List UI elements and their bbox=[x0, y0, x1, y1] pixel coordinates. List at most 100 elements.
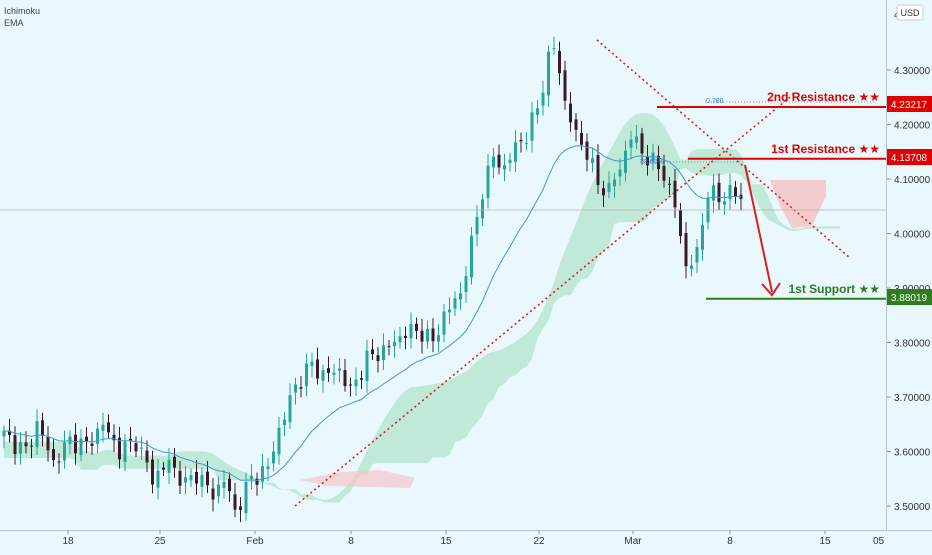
candle bbox=[607, 171, 611, 199]
candle bbox=[420, 318, 424, 354]
candle bbox=[151, 450, 154, 494]
candle bbox=[19, 432, 22, 465]
price-tick-label: 4.00000 bbox=[894, 230, 931, 241]
candle bbox=[222, 470, 226, 499]
candle bbox=[635, 124, 638, 150]
candle bbox=[354, 367, 358, 396]
candle bbox=[701, 213, 704, 261]
candle bbox=[321, 364, 325, 393]
candle bbox=[13, 426, 17, 465]
cloud-red-segment bbox=[770, 180, 826, 228]
resistance2-price-tag: 4.23217 bbox=[887, 96, 932, 112]
candle bbox=[46, 426, 50, 462]
candle bbox=[85, 427, 88, 454]
candle bbox=[442, 303, 446, 343]
candle bbox=[426, 320, 429, 349]
candle bbox=[497, 144, 501, 175]
currency-button[interactable]: USD bbox=[896, 4, 924, 21]
candle bbox=[8, 418, 11, 443]
candle bbox=[514, 130, 517, 172]
resistance1-price: 4.13708 bbox=[891, 153, 928, 164]
time-tick-label: 25 bbox=[154, 536, 166, 547]
candle bbox=[371, 339, 374, 361]
time-tick-label: 15 bbox=[440, 536, 452, 547]
resistance1-price-tag: 4.13708 bbox=[887, 149, 932, 165]
candle bbox=[712, 173, 715, 213]
candle bbox=[343, 358, 347, 392]
candle bbox=[651, 143, 655, 171]
candle bbox=[140, 436, 143, 461]
candle bbox=[195, 459, 198, 495]
candle bbox=[536, 100, 539, 124]
candle bbox=[217, 476, 220, 504]
candle bbox=[112, 424, 116, 452]
candles bbox=[2, 36, 743, 522]
candle bbox=[74, 423, 77, 465]
candle bbox=[415, 317, 418, 340]
candle bbox=[90, 432, 94, 455]
candle bbox=[657, 145, 660, 182]
support1-price: 3.88019 bbox=[891, 293, 928, 304]
candle bbox=[200, 467, 204, 498]
indicator-label-ichimoku[interactable]: Ichimoku bbox=[4, 6, 40, 16]
candle bbox=[646, 144, 649, 176]
candle bbox=[558, 41, 561, 85]
candle bbox=[211, 478, 215, 512]
candle bbox=[613, 172, 616, 198]
currency-button-label: USD bbox=[900, 8, 920, 18]
candle bbox=[250, 464, 253, 490]
indicator-label-ema[interactable]: EMA bbox=[4, 18, 24, 28]
candle bbox=[272, 441, 275, 472]
candle bbox=[283, 412, 286, 437]
candle bbox=[30, 438, 33, 459]
price-tick-label: 4.30000 bbox=[894, 66, 931, 77]
candle bbox=[327, 356, 330, 382]
candle bbox=[173, 447, 176, 478]
candle bbox=[596, 144, 600, 195]
resistance1-label: 1st Resistance ★★ bbox=[771, 142, 880, 156]
candle bbox=[717, 173, 721, 211]
candle bbox=[547, 45, 550, 107]
candle bbox=[376, 346, 380, 373]
candle bbox=[387, 339, 391, 356]
candle bbox=[437, 324, 440, 353]
candle bbox=[486, 153, 490, 209]
candle bbox=[79, 429, 83, 462]
candle bbox=[431, 318, 435, 353]
candle bbox=[453, 291, 457, 316]
candle bbox=[316, 347, 319, 385]
candle bbox=[503, 153, 506, 182]
time-tick-label: Mar bbox=[624, 536, 642, 547]
candle bbox=[569, 92, 572, 132]
candle bbox=[530, 101, 534, 153]
time-tick-label: 8 bbox=[348, 536, 354, 547]
candle bbox=[552, 36, 556, 55]
price-axis-panel[interactable] bbox=[887, 0, 932, 530]
level-lines bbox=[657, 105, 887, 300]
fib-786-label: 0.786 bbox=[706, 98, 724, 105]
candle bbox=[684, 222, 688, 279]
price-tick-label: 3.70000 bbox=[894, 393, 931, 404]
candle bbox=[585, 133, 589, 172]
time-tick-label: 8 bbox=[727, 536, 733, 547]
candle bbox=[464, 266, 468, 303]
candle bbox=[492, 147, 495, 179]
candle bbox=[228, 472, 231, 502]
ascending-trendline bbox=[294, 92, 796, 507]
candle bbox=[52, 438, 55, 467]
candle bbox=[162, 462, 165, 476]
candle bbox=[365, 339, 369, 393]
candle bbox=[184, 465, 187, 495]
candle bbox=[563, 60, 567, 110]
candle bbox=[294, 377, 297, 405]
fib-786-mid-label: 78.60% bbox=[640, 159, 664, 166]
candle bbox=[35, 409, 39, 456]
candle bbox=[178, 460, 182, 495]
candle bbox=[448, 297, 451, 325]
candle bbox=[96, 422, 99, 454]
cloud-red-segment-lower bbox=[300, 470, 415, 488]
candle bbox=[156, 458, 160, 500]
time-axis-panel[interactable] bbox=[0, 530, 932, 550]
